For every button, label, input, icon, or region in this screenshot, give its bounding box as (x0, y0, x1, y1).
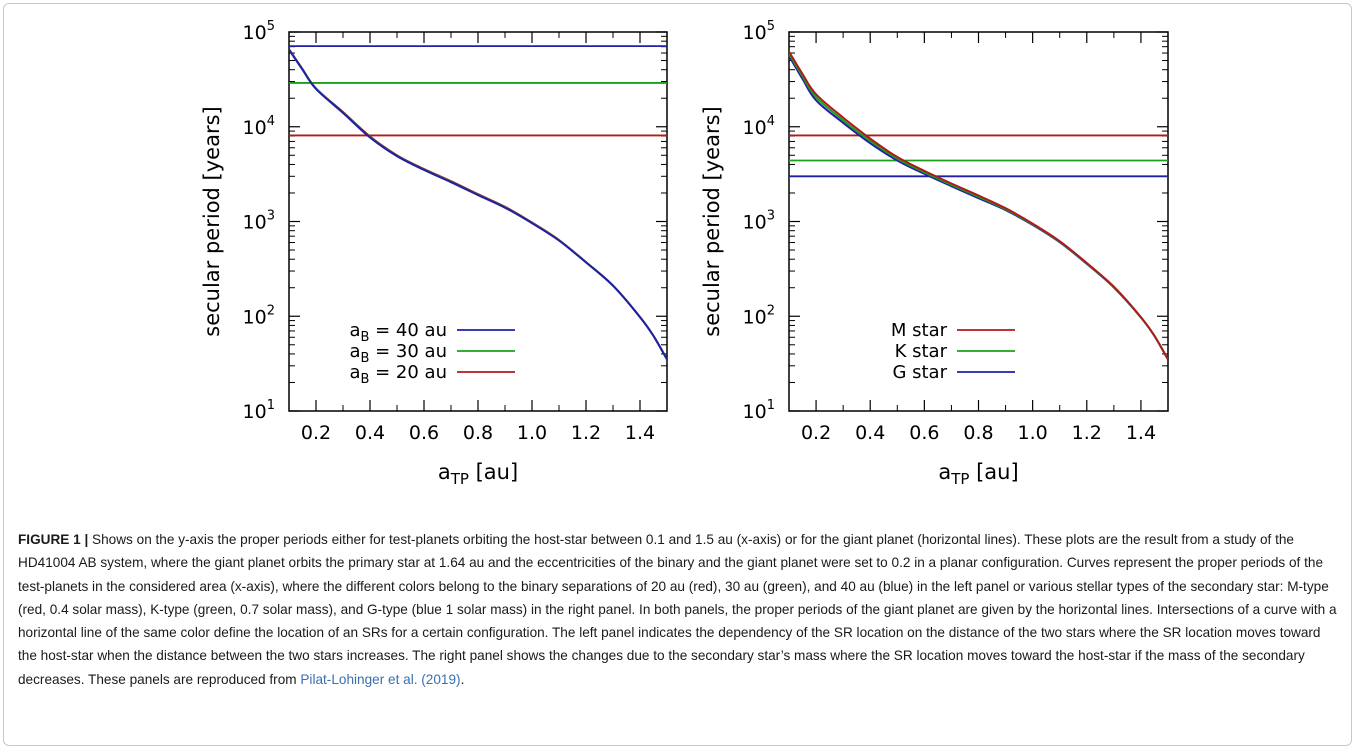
x-tick-label: 1.4 (1126, 422, 1156, 444)
x-tick-label: 0.6 (409, 422, 439, 444)
x-tick-label: 1.0 (517, 422, 547, 444)
legend-label-3: G star (892, 362, 947, 383)
series-group (789, 51, 1168, 360)
caption-text: Shows on the y-axis the proper periods e… (18, 532, 1337, 687)
x-tick-label: 0.8 (463, 422, 493, 444)
plot-frame (288, 31, 668, 412)
legend-label-3: aB = 20 au (349, 362, 447, 387)
x-axis-label: aTP [au] (438, 460, 518, 488)
chart-panel-right: 101 102 103 104 105 0.2 0.4 0.6 0.8 1.0 1.2 1.4 M st… (700, 19, 1169, 488)
x-tick-label: 0.4 (355, 422, 385, 444)
legend-label-2: K star (895, 341, 948, 362)
y-tick-label: 104 (743, 114, 775, 139)
legend-label-2: aB = 30 au (349, 341, 447, 366)
curve-series-3 (289, 48, 667, 360)
curve-series-1 (789, 51, 1168, 360)
legend-label-1: aB = 40 au (349, 320, 447, 345)
x-tick-label: 0.6 (909, 422, 939, 444)
curve-series-3 (789, 55, 1168, 360)
series-group (289, 45, 667, 360)
y-axis-label: secular period [years] (200, 106, 224, 336)
x-tick-label: 1.2 (571, 422, 601, 444)
y-tick-label: 103 (243, 209, 275, 234)
y-tick-label: 102 (743, 303, 775, 328)
y-axis-label: secular period [years] (700, 106, 724, 336)
legend-label-1: M star (891, 320, 948, 341)
figure-caption: FIGURE 1 | Shows on the y-axis the prope… (18, 528, 1338, 691)
x-tick-label: 1.4 (625, 422, 655, 444)
x-tick-label: 0.4 (855, 422, 885, 444)
x-tick-label: 1.2 (1072, 422, 1102, 444)
plot-frame (788, 31, 1169, 412)
y-tick-label: 104 (243, 114, 275, 139)
y-tick-label: 103 (743, 209, 775, 234)
x-axis-label: aTP [au] (938, 460, 1018, 488)
chart-panel-left: 101 102 103 104 105 0.2 0.4 0.6 0.8 1.0 1.2 1.4 aB =… (200, 19, 668, 488)
x-tick-label: 1.0 (1018, 422, 1048, 444)
y-tick-label: 101 (743, 398, 775, 423)
figure-frame (3, 3, 1352, 746)
charts-area: 101 102 103 104 105 0.2 0.4 0.6 0.8 1.0 1.2 1.4 aB =… (200, 19, 1169, 488)
curve-series-2 (789, 53, 1168, 360)
y-tick-label: 102 (243, 303, 275, 328)
y-tick-label: 101 (243, 398, 275, 423)
reference-link[interactable]: Pilat-Lohinger et al. (2019) (300, 671, 461, 687)
y-tick-label: 105 (743, 19, 775, 44)
x-tick-label: 0.8 (963, 422, 993, 444)
x-tick-label: 0.2 (801, 422, 831, 444)
caption-label: FIGURE 1 | (18, 532, 89, 547)
y-tick-label: 105 (243, 19, 275, 44)
caption-end: . (460, 671, 465, 687)
curve-series-1 (289, 49, 667, 360)
curve-series-2 (289, 48, 667, 360)
x-tick-label: 0.2 (301, 422, 331, 444)
